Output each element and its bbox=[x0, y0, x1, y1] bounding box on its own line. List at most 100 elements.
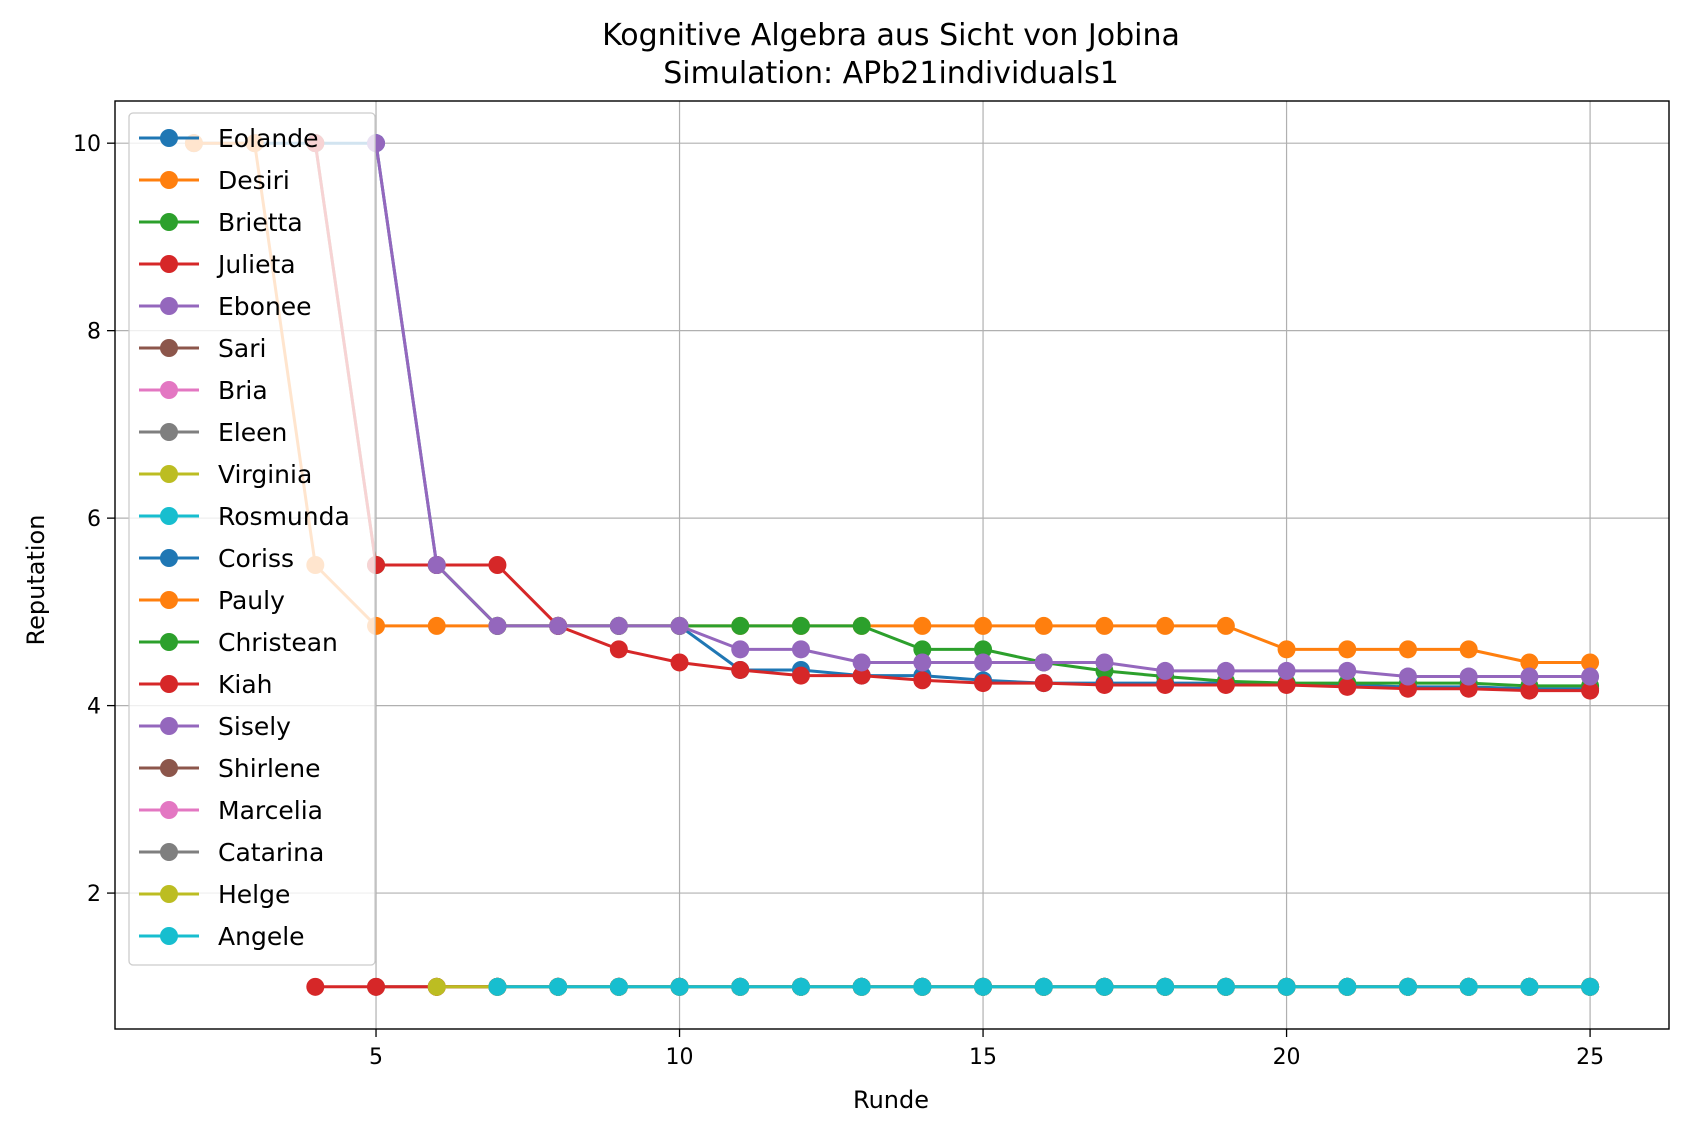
data-point bbox=[1277, 977, 1296, 996]
data-point bbox=[427, 556, 446, 574]
data-point bbox=[1459, 977, 1478, 996]
legend-marker bbox=[160, 801, 178, 819]
data-point bbox=[488, 556, 507, 574]
data-point bbox=[488, 616, 507, 635]
data-point bbox=[1216, 616, 1235, 635]
legend-label: Rosmunda bbox=[218, 502, 350, 531]
data-point bbox=[974, 653, 993, 672]
data-point bbox=[427, 616, 446, 635]
legend-label: Julieta bbox=[216, 250, 296, 279]
legend-entry: Coriss bbox=[139, 544, 294, 573]
legend: Eolande Desiri Brietta Julieta Ebonee Sari Bri… bbox=[128, 112, 376, 966]
data-point bbox=[1277, 640, 1296, 659]
x-tick-label: 5 bbox=[369, 1045, 383, 1070]
legend-marker bbox=[160, 171, 178, 189]
data-point bbox=[1459, 667, 1478, 686]
data-point bbox=[852, 653, 871, 672]
x-tick-label: 10 bbox=[666, 1045, 694, 1070]
legend-marker bbox=[160, 255, 178, 273]
legend-entry: Eleen bbox=[139, 418, 287, 447]
legend-label: Christean bbox=[218, 628, 338, 657]
legend-entry: Eolande bbox=[139, 124, 318, 153]
legend-entry: Julieta bbox=[139, 250, 296, 279]
legend-marker bbox=[160, 591, 178, 609]
legend-marker bbox=[160, 633, 178, 651]
legend-entry: Pauly bbox=[139, 586, 285, 615]
data-point bbox=[609, 616, 628, 635]
data-point bbox=[1338, 977, 1357, 996]
data-point bbox=[1459, 640, 1478, 659]
data-point bbox=[488, 977, 507, 996]
data-point bbox=[1581, 681, 1600, 700]
axes bbox=[114, 100, 1670, 1030]
data-point bbox=[1398, 640, 1417, 659]
data-point bbox=[1520, 681, 1539, 700]
data-point bbox=[1156, 616, 1175, 635]
legend-marker bbox=[160, 759, 178, 777]
data-point bbox=[731, 640, 750, 659]
chart-title: Kognitive Algebra aus Sicht von Jobina bbox=[602, 18, 1180, 53]
legend-entry: Ebonee bbox=[139, 292, 312, 321]
data-point bbox=[852, 666, 871, 685]
data-point bbox=[670, 977, 689, 996]
legend-entry: Christean bbox=[139, 628, 338, 657]
data-point bbox=[609, 977, 628, 996]
data-point bbox=[791, 666, 810, 685]
legend-label: Kiah bbox=[218, 670, 273, 699]
data-point bbox=[1034, 674, 1053, 693]
legend-label: Desiri bbox=[218, 166, 290, 195]
legend-entry: Kiah bbox=[139, 670, 273, 699]
legend-box bbox=[128, 112, 376, 966]
data-point bbox=[549, 616, 568, 635]
data-point bbox=[974, 674, 993, 693]
data-point bbox=[974, 616, 993, 635]
x-tick-label: 20 bbox=[1273, 1045, 1301, 1070]
data-point bbox=[1156, 977, 1175, 996]
data-point bbox=[1277, 675, 1296, 694]
data-point bbox=[1277, 661, 1296, 680]
legend-entry: Virginia bbox=[139, 460, 312, 489]
data-point bbox=[852, 616, 871, 635]
x-tick-label: 15 bbox=[969, 1045, 997, 1070]
legend-label: Shirlene bbox=[218, 754, 321, 783]
data-point bbox=[1338, 677, 1357, 696]
data-point bbox=[852, 977, 871, 996]
x-tick-label: 25 bbox=[1576, 1045, 1604, 1070]
y-axis-label: Reputation bbox=[22, 515, 50, 646]
y-tick-label: 6 bbox=[87, 507, 101, 532]
data-point bbox=[670, 653, 689, 672]
legend-marker bbox=[160, 549, 178, 567]
legend-label: Catarina bbox=[218, 838, 324, 867]
legend-label: Eleen bbox=[218, 418, 287, 447]
data-point bbox=[1156, 661, 1175, 680]
data-point bbox=[1398, 977, 1417, 996]
data-point bbox=[1520, 977, 1539, 996]
legend-entry: Angele bbox=[139, 922, 305, 951]
legend-label: Virginia bbox=[218, 460, 312, 489]
data-point bbox=[1216, 675, 1235, 694]
legend-label: Brietta bbox=[218, 208, 303, 237]
legend-label: Pauly bbox=[218, 586, 285, 615]
data-point bbox=[731, 977, 750, 996]
legend-label: Helge bbox=[218, 880, 290, 909]
legend-entry: Sisely bbox=[139, 712, 291, 741]
legend-marker bbox=[160, 213, 178, 231]
legend-marker bbox=[160, 465, 178, 483]
legend-entry: Catarina bbox=[139, 838, 324, 867]
legend-entry: Brietta bbox=[139, 208, 303, 237]
legend-entry: Bria bbox=[139, 376, 268, 405]
data-point bbox=[1398, 667, 1417, 686]
legend-marker bbox=[160, 339, 178, 357]
legend-marker bbox=[160, 885, 178, 903]
data-point bbox=[913, 653, 932, 672]
data-point bbox=[1581, 653, 1600, 672]
data-point bbox=[731, 660, 750, 679]
legend-label: Ebonee bbox=[218, 292, 312, 321]
legend-entry: Shirlene bbox=[139, 754, 321, 783]
data-point bbox=[1034, 616, 1053, 635]
data-point bbox=[1338, 661, 1357, 680]
legend-entry: Rosmunda bbox=[139, 502, 350, 531]
legend-label: Eolande bbox=[218, 124, 318, 153]
data-point bbox=[731, 616, 750, 635]
data-point bbox=[1520, 653, 1539, 672]
